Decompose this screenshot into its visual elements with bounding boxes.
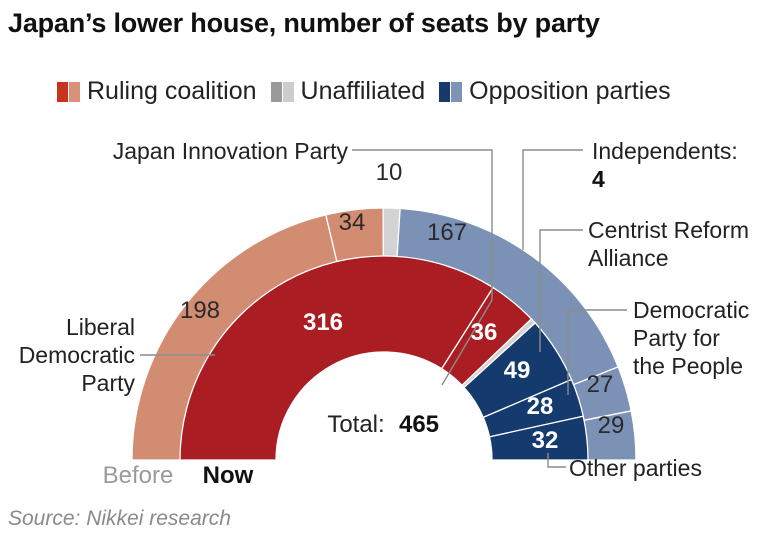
legend-swatch-opposition-now xyxy=(439,81,451,102)
annotation-ldp-line2: Democratic xyxy=(19,342,135,368)
legend-swatch-opposition-before xyxy=(451,81,463,102)
total-value: 465 xyxy=(399,411,439,438)
legend-swatch-unaffiliated-before xyxy=(282,81,294,102)
segment-now-liberal-democratic-party xyxy=(179,255,494,461)
leader-independents xyxy=(522,149,583,250)
annotation-ldp-line1: Liberal xyxy=(66,314,135,340)
chart-rings xyxy=(131,207,637,461)
value-label-before-other-parties: 29 xyxy=(598,412,625,439)
legend: Ruling coalition Unaffiliated Opposition… xyxy=(57,77,685,106)
value-label-before-democratic-party-for-the-people: 27 xyxy=(587,371,614,398)
legend-item-ruling: Ruling coalition xyxy=(57,77,257,106)
annotation-dpfp-line3: the People xyxy=(633,353,743,379)
value-label-now-liberal-democratic-party: 316 xyxy=(303,309,343,336)
value-label-now-centrist-reform-alliance: 49 xyxy=(504,357,531,384)
total-label: Total: xyxy=(327,411,384,438)
legend-item-opposition: Opposition parties xyxy=(439,77,671,106)
annotation-centrist-reform-line2: Alliance xyxy=(588,245,669,271)
legend-swatch-unaffiliated-now xyxy=(270,81,282,102)
value-label-before-centrist-reform-alliance: 167 xyxy=(427,219,467,246)
annotation-centrist-reform-line1: Centrist Reform xyxy=(588,217,749,243)
leader-japan-innovation xyxy=(352,149,493,386)
value-label-now-japan-innovation-party: 36 xyxy=(471,319,498,346)
legend-swatch-ruling-before xyxy=(69,81,80,102)
leader-other-parties xyxy=(547,453,566,468)
value-label-before-liberal-democratic-party: 198 xyxy=(180,297,220,324)
legend-swatch-ruling-now xyxy=(57,81,68,102)
value-label-before-japan-innovation-party: 34 xyxy=(339,209,366,236)
annotation-independents-value: 4 xyxy=(592,166,605,192)
annotation-dpfp-line1: Democratic xyxy=(633,297,749,323)
ring-label-before: Before xyxy=(103,462,174,489)
annotation-other-parties: Other parties xyxy=(569,455,702,481)
ring-label-now: Now xyxy=(203,462,254,489)
annotation-ldp-line3: Party xyxy=(81,370,135,396)
source-note: Source: Nikkei research xyxy=(8,507,231,530)
value-label-now-democratic-party-for-the-people: 28 xyxy=(527,393,554,420)
legend-label-ruling: Ruling coalition xyxy=(87,77,257,105)
leader-dpfp xyxy=(567,309,627,395)
value-label-now-other-parties: 32 xyxy=(532,427,559,454)
legend-label-opposition: Opposition parties xyxy=(469,77,671,105)
legend-label-unaffiliated: Unaffiliated xyxy=(300,77,426,105)
segment-now-other-parties xyxy=(488,415,589,461)
annotation-dpfp-line2: Party for xyxy=(633,325,720,351)
leader-centrist-reform xyxy=(539,229,583,352)
annotation-independents: Independents: xyxy=(592,138,738,164)
annotation-japan-innovation-party: Japan Innovation Party xyxy=(113,138,349,164)
value-label-before-independents: 10 xyxy=(376,159,403,186)
legend-item-unaffiliated: Unaffiliated xyxy=(270,77,426,106)
chart-leader-lines xyxy=(140,149,627,468)
chart-title: Japan’s lower house, number of seats by … xyxy=(8,8,600,38)
